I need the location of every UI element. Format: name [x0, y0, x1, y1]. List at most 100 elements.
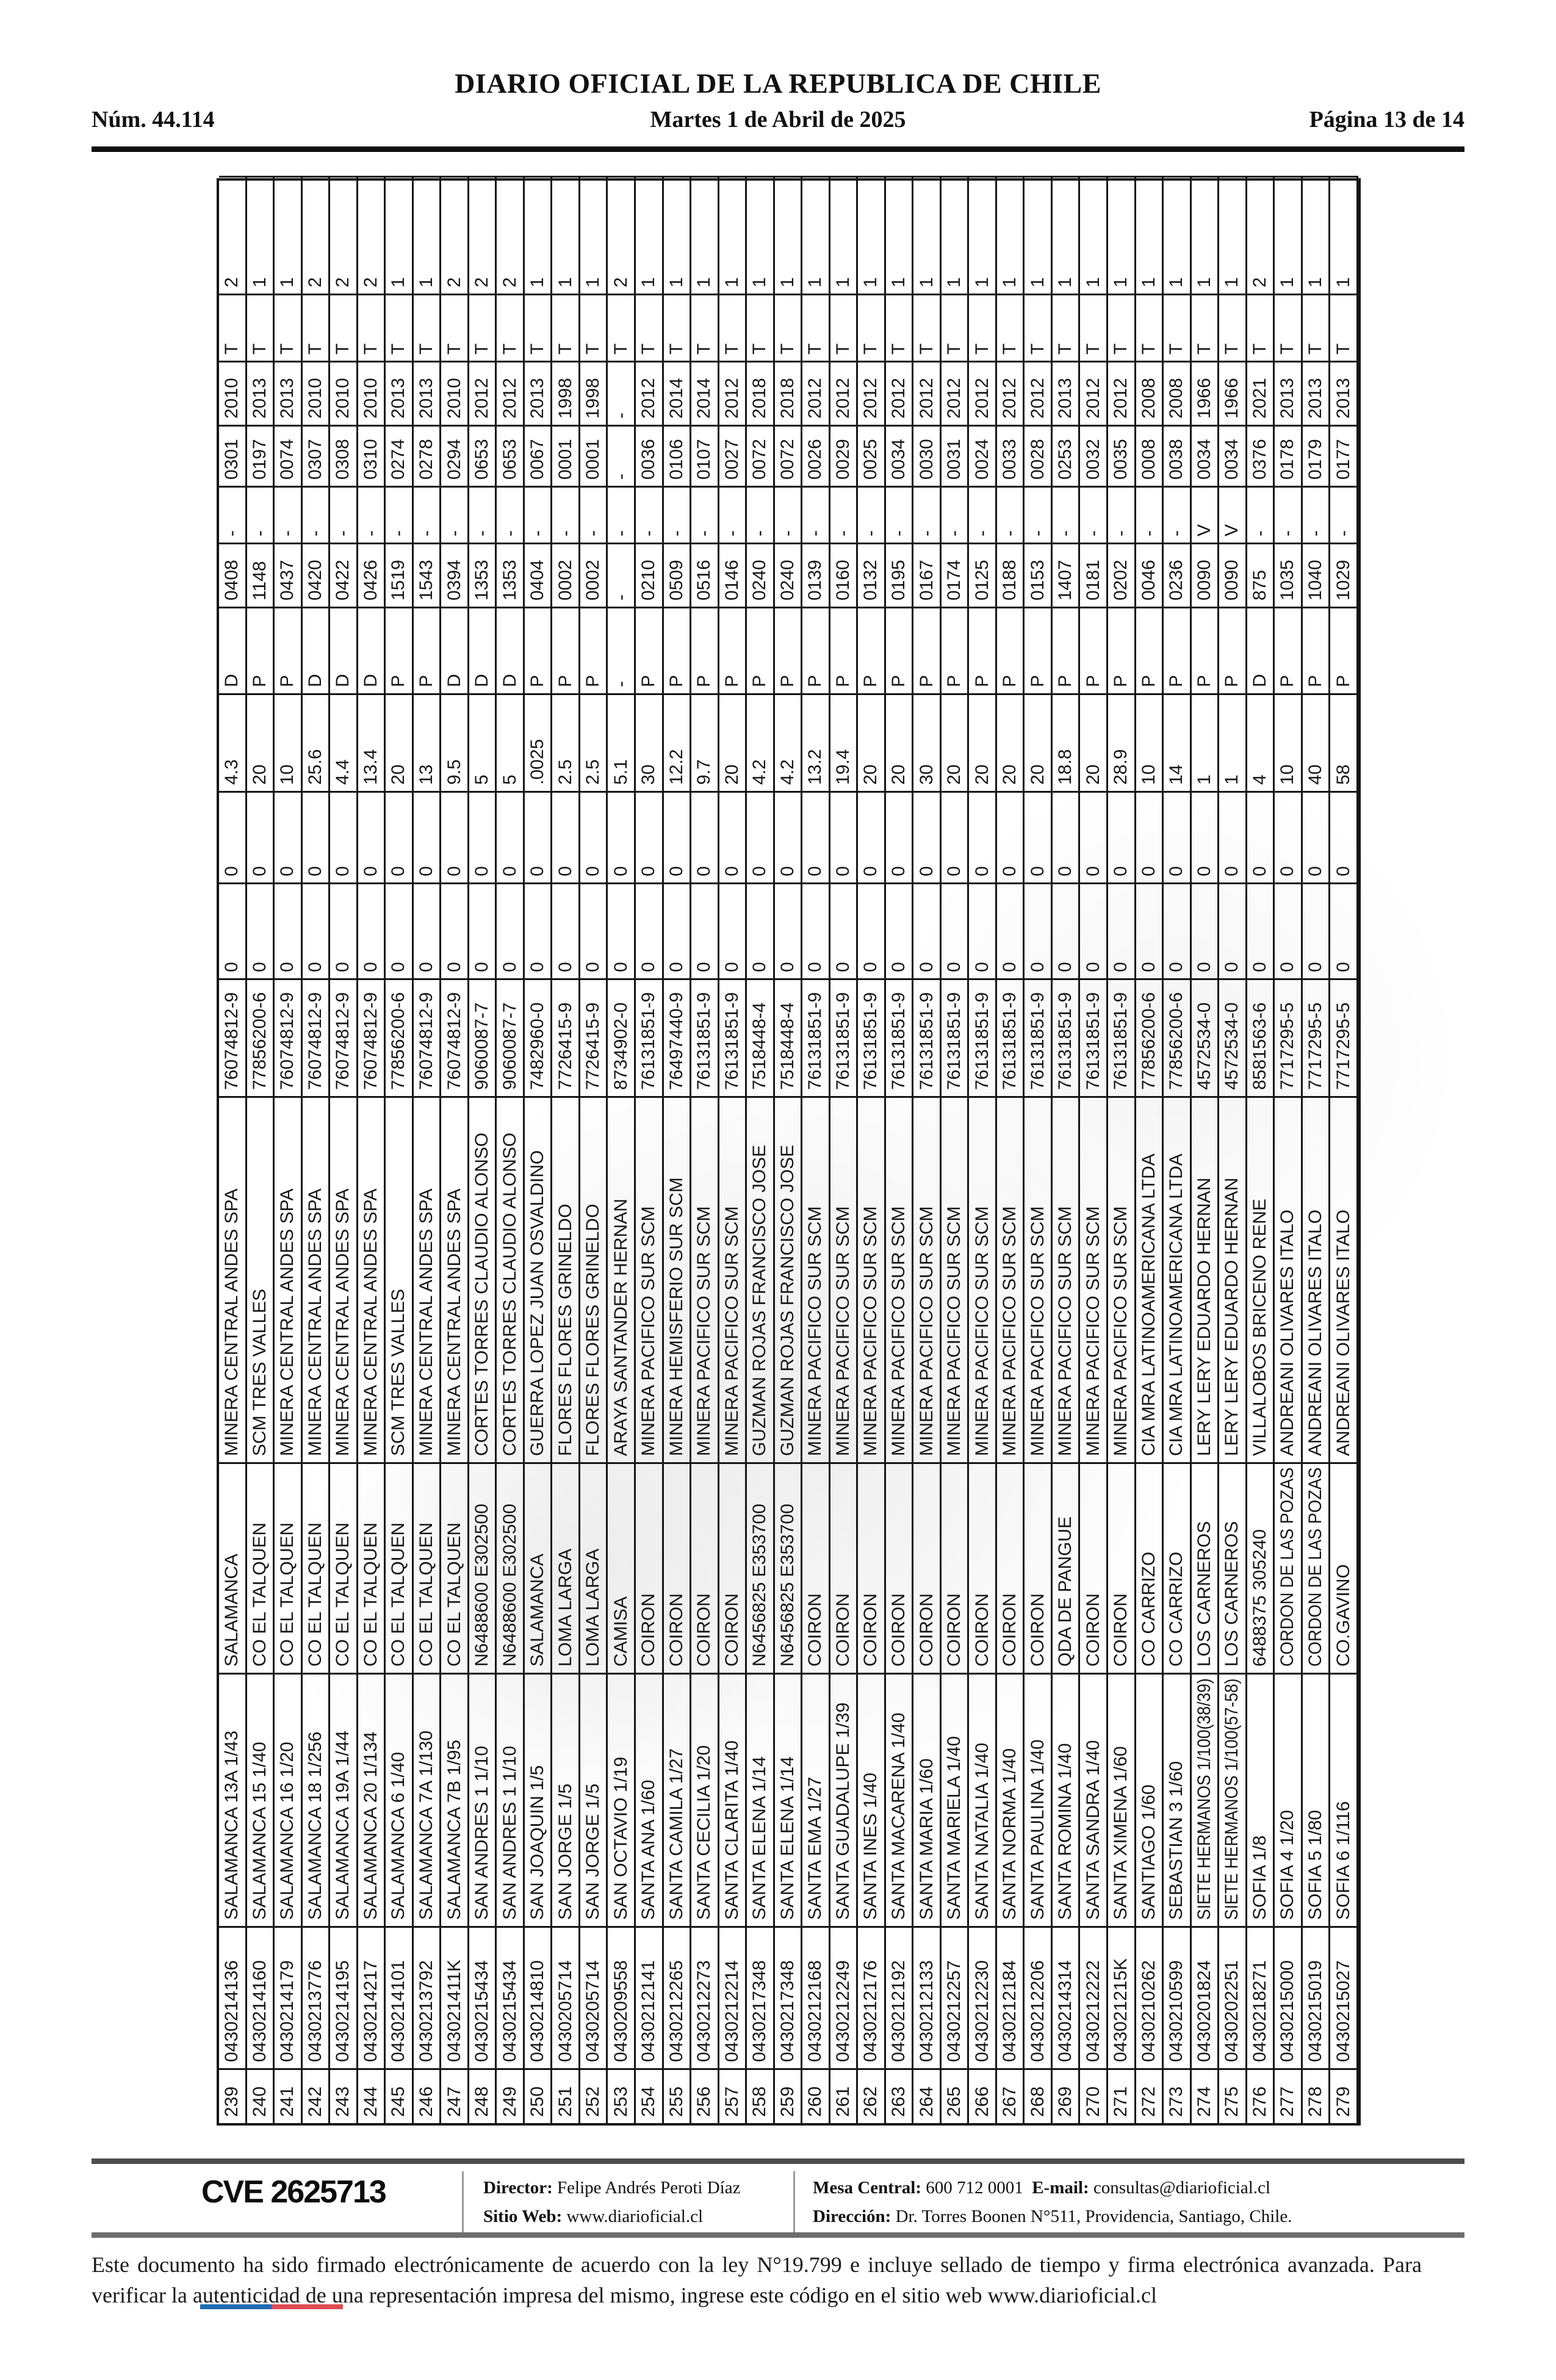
table-cell: SOFIA 6 1/116 — [1330, 1673, 1358, 1926]
table-cell: SOFIA 4 1/20 — [1275, 1673, 1303, 1926]
table-cell: T — [1025, 294, 1053, 361]
table-cell: - — [608, 361, 636, 425]
table-cell: 0430210599 — [1164, 1926, 1192, 2068]
table-cell: 0516 — [691, 543, 719, 607]
cell-text: - — [638, 530, 659, 536]
cell-text: 0 — [222, 866, 242, 876]
cell-text: 266 — [971, 2086, 992, 2117]
table-cell: T — [1275, 294, 1303, 361]
cell-text: 0430215434 — [499, 1960, 520, 2062]
cell-text: 0653 — [472, 439, 492, 480]
table-cell: 0 — [219, 791, 247, 882]
table-cell: 875 — [1247, 543, 1275, 607]
table-row: 267 0430212184 SANTA NORMA 1/40 COIRON M… — [996, 176, 1025, 2123]
cell-text: SANTA ANA 1/60 — [638, 1780, 659, 1920]
table-cell: 0 — [608, 791, 636, 882]
cell-text: 6488375 305240 — [1249, 1529, 1270, 1667]
cell-text: - — [1055, 530, 1076, 536]
cell-text: 0178 — [1277, 439, 1298, 480]
cell-text: 242 — [304, 2086, 325, 2117]
table-cell: MINERA PACIFICO SUR SCM — [885, 1096, 914, 1462]
cell-text: 1519 — [388, 560, 409, 600]
table-cell: 0002 — [580, 543, 608, 607]
cell-text: 30 — [916, 764, 937, 785]
cell-text: 0125 — [971, 560, 992, 600]
cell-text: 0 — [1333, 866, 1353, 876]
director-label: Director: — [483, 2178, 553, 2198]
table-cell: P — [1302, 607, 1331, 693]
cell-text: 0028 — [1027, 439, 1048, 480]
table-row: 278 0430215019 SOFIA 5 1/80 CORDON DE LA… — [1302, 176, 1331, 2123]
cell-text: P — [749, 674, 770, 687]
cell-text: 0376 — [1249, 439, 1270, 480]
cell-text: T — [971, 343, 992, 355]
table-cell: T — [358, 294, 386, 361]
table-cell: 2012 — [969, 361, 997, 425]
table-cell: 0 — [469, 791, 497, 882]
table-cell: SANTA NORMA 1/40 — [996, 1673, 1025, 1926]
cell-text: 0002 — [555, 560, 575, 600]
table-cell: MINERA PACIFICO SUR SCM — [1108, 1096, 1136, 1462]
table-cell: 0160 — [830, 543, 859, 607]
table-cell: 1029 — [1330, 543, 1358, 607]
table-cell: 2010 — [330, 361, 358, 425]
table-cell: ANDREANI OLIVARES ITALO — [1275, 1096, 1303, 1462]
table-cell: 0 — [1052, 791, 1081, 882]
cell-text: P — [249, 674, 270, 687]
cell-text: SIETE HERMANOS 1/100(38/39) — [1194, 1678, 1214, 1920]
table-cell: 0 — [302, 791, 331, 882]
cell-text: 0430212273 — [694, 1960, 715, 2062]
cell-text: 1407 — [1055, 560, 1076, 600]
table-cell: 0509 — [663, 543, 692, 607]
cell-text: 271 — [1111, 2086, 1131, 2117]
cell-text: SOFIA 4 1/20 — [1277, 1809, 1298, 1920]
cell-text: 0430214101 — [388, 1960, 409, 2062]
cell-text: SANTA GUADALUPE 1/39 — [832, 1702, 853, 1920]
table-cell: 0074 — [275, 425, 303, 486]
cell-text: 0 — [1000, 866, 1020, 876]
cell-text: 1 — [721, 277, 742, 287]
cell-text: D — [304, 674, 325, 687]
table-cell: 0 — [275, 791, 303, 882]
table-cell: SALAMANCA 15 1/40 — [247, 1673, 275, 1926]
cell-text: LERY LERY EDUARDO HERNAN — [1194, 1177, 1214, 1456]
cell-text: 0420 — [304, 560, 325, 600]
table-cell: 0030 — [913, 425, 942, 486]
table-cell: CORDON DE LAS POZAS — [1275, 1462, 1303, 1673]
table-cell: 4.4 — [330, 693, 358, 791]
cell-text: 0025 — [860, 439, 881, 480]
cell-text: 1 — [777, 277, 798, 287]
table-cell: 267 — [996, 2068, 1025, 2123]
cell-text: MINERA HEMISFERIO SUR SCM — [666, 1177, 686, 1456]
cell-text: 0408 — [222, 560, 242, 600]
cell-text: T — [527, 343, 548, 355]
cell-text: P — [971, 674, 992, 687]
cell-text: 0067 — [527, 439, 548, 480]
cell-text: 261 — [832, 2086, 853, 2117]
table-cell: 20 — [1080, 693, 1108, 791]
table-cell: - — [608, 425, 636, 486]
cell-text: T — [583, 343, 603, 355]
table-cell: SALAMANCA 18 1/256 — [302, 1673, 331, 1926]
cell-text: 0 — [694, 962, 715, 972]
table-cell: 1543 — [413, 543, 442, 607]
table-cell: 0 — [1052, 882, 1081, 978]
cell-text: 0 — [1027, 962, 1048, 972]
table-cell: 0 — [247, 882, 275, 978]
cell-text: 246 — [416, 2086, 436, 2117]
table-cell: P — [580, 607, 608, 693]
cell-text: 0509 — [666, 560, 686, 600]
contact-block: Mesa Central: 600 712 0001 E-mail: consu… — [813, 2174, 1466, 2231]
cell-text: 14 — [1166, 764, 1187, 785]
table-cell: SANTA CAMILA 1/27 — [663, 1673, 692, 1926]
cell-text: - — [749, 530, 770, 536]
table-row: 239 0430214136 SALAMANCA 13A 1/43 SALAMA… — [219, 176, 247, 2123]
table-cell: 2 — [441, 176, 469, 294]
cell-text: 0310 — [360, 439, 381, 480]
table-cell: 0430214195 — [330, 1926, 358, 2068]
table-cell: 4.2 — [774, 693, 803, 791]
table-cell: T — [774, 294, 803, 361]
table-cell: 0430214101 — [386, 1926, 414, 2068]
cell-text: 252 — [583, 2086, 603, 2117]
cell-text: 254 — [638, 2086, 659, 2117]
